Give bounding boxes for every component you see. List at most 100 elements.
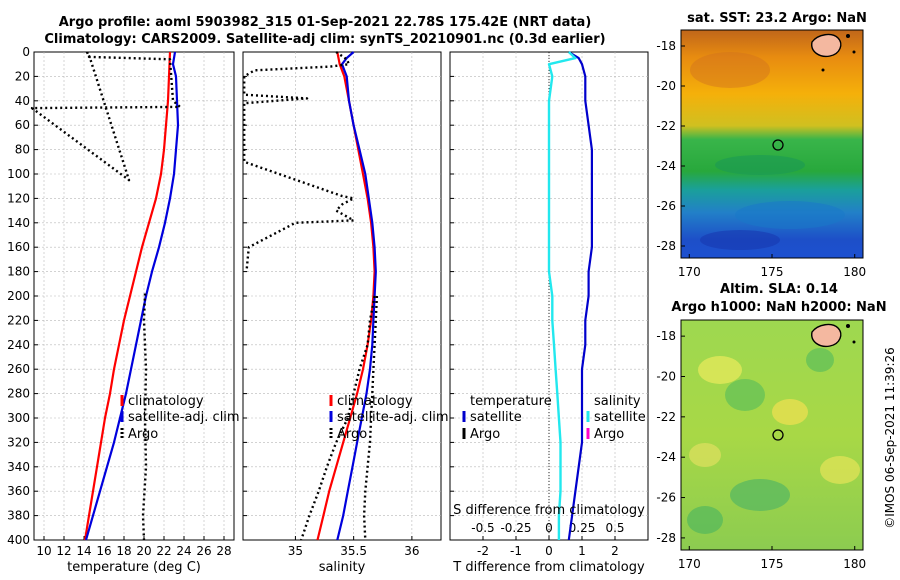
temperature-xtick-label: 20 bbox=[136, 544, 151, 558]
difference-xtick-label: -1 bbox=[510, 544, 522, 558]
sla-lat-label: -28 bbox=[656, 531, 676, 545]
argo-location-marker bbox=[772, 429, 784, 441]
temperature-xtick-label: 14 bbox=[76, 544, 91, 558]
sla-lon-label: 175 bbox=[761, 557, 784, 571]
depth-tick-label: 0 bbox=[22, 45, 30, 59]
depth-tick-label: 360 bbox=[7, 484, 30, 498]
temperature-legend: climatology satellite-adj. clim Argo bbox=[120, 394, 240, 442]
sst-lon-label: 180 bbox=[843, 265, 866, 279]
legend-salinity-header: salinity bbox=[594, 394, 641, 409]
temperature-xtick-label: 22 bbox=[156, 544, 171, 558]
difference-legend: temperature satellite Argo salinity sate… bbox=[462, 394, 646, 442]
legend-argo-label: Argo bbox=[337, 427, 367, 442]
timestamp-label: ©IMOS 06-Sep-2021 11:39:26 bbox=[883, 347, 897, 529]
sst-lat-label: -24 bbox=[656, 159, 676, 173]
temperature-xlabel: temperature (deg C) bbox=[67, 560, 201, 575]
sst-lat-label: -22 bbox=[656, 119, 676, 133]
legend-temp-satellite-label: satellite bbox=[470, 410, 522, 425]
depth-tick-label: 260 bbox=[7, 362, 30, 376]
depth-tick-label: 120 bbox=[7, 191, 30, 205]
depth-tick-label: 220 bbox=[7, 313, 30, 327]
sst-lon-label: 170 bbox=[678, 265, 701, 279]
depth-tick-label: 40 bbox=[15, 94, 30, 108]
sst-map-title: sat. SST: 23.2 Argo: NaN bbox=[687, 11, 867, 26]
island-dot bbox=[846, 324, 850, 328]
temperature-series-satellite-adj-clim bbox=[84, 51, 180, 541]
sla-lat-label: -26 bbox=[656, 491, 676, 505]
fiji-island bbox=[811, 323, 842, 348]
depth-tick-label: 60 bbox=[15, 118, 30, 132]
salinity-legend: climatology satellite-adj. clim Argo bbox=[329, 394, 449, 442]
tdiff-xlabel: T difference from climatology bbox=[452, 560, 645, 575]
island-dot bbox=[821, 68, 825, 72]
difference-xtick-label: 1 bbox=[578, 544, 586, 558]
depth-tick-label: 240 bbox=[7, 338, 30, 352]
temperature-series-climatology bbox=[83, 51, 172, 541]
depth-tick-label: 320 bbox=[7, 435, 30, 449]
legend-argo-label: Argo bbox=[128, 427, 158, 442]
depth-tick-label: 380 bbox=[7, 509, 30, 523]
sst-lat-label: -18 bbox=[656, 39, 676, 53]
sst-map bbox=[680, 29, 864, 259]
sdiff-tick-label: 0.5 bbox=[605, 521, 624, 535]
temperature-xtick-label: 12 bbox=[56, 544, 71, 558]
sla-map-title-1: Altim. SLA: 0.14 bbox=[720, 282, 838, 297]
difference-xtick-label: 0 bbox=[545, 544, 553, 558]
difference-xtick-label: -2 bbox=[477, 544, 489, 558]
argo-location-marker bbox=[772, 139, 784, 151]
sla-green-patch bbox=[687, 506, 723, 534]
legend-climatology-label: climatology bbox=[128, 394, 204, 409]
sst-lat-label: -26 bbox=[656, 199, 676, 213]
sla-lat-label: -18 bbox=[656, 329, 676, 343]
sst-warm-patch bbox=[690, 52, 770, 88]
sla-green-patch bbox=[725, 379, 765, 411]
depth-tick-label: 140 bbox=[7, 216, 30, 230]
depth-tick-label: 200 bbox=[7, 289, 30, 303]
sla-lat-label: -22 bbox=[656, 410, 676, 424]
depth-tick-label: 80 bbox=[15, 143, 30, 157]
sla-green-patch bbox=[730, 479, 790, 511]
sla-yellow-patch bbox=[772, 399, 808, 425]
island-dot bbox=[852, 50, 856, 54]
legend-temp-argo-label: Argo bbox=[470, 427, 500, 442]
sst-lon-label: 175 bbox=[761, 265, 784, 279]
depth-tick-label: 280 bbox=[7, 387, 30, 401]
sla-yellow-patch bbox=[689, 443, 721, 467]
salinity-series-satellite-adj-clim bbox=[336, 51, 377, 541]
temperature-xtick-label: 16 bbox=[96, 544, 111, 558]
depth-tick-label: 20 bbox=[15, 69, 30, 83]
fiji-island bbox=[811, 33, 842, 58]
salinity-xtick-label: 36 bbox=[404, 544, 419, 558]
sst-green-patch bbox=[715, 155, 805, 175]
figure-title-line2: Climatology: CARS2009. Satellite-adj cli… bbox=[44, 32, 606, 47]
depth-tick-label: 160 bbox=[7, 240, 30, 254]
sdiff-tick-label: -0.5 bbox=[471, 521, 494, 535]
legend-sal-argo-label: Argo bbox=[594, 427, 624, 442]
temperature-xtick-label: 26 bbox=[196, 544, 211, 558]
temperature-series-argo bbox=[30, 51, 182, 182]
temperature-xtick-label: 18 bbox=[116, 544, 131, 558]
sdiff-xlabel: S difference from climatology bbox=[453, 503, 645, 518]
sst-deep-blue-patch bbox=[700, 230, 780, 250]
salinity-series-argo-deep-2 bbox=[362, 295, 379, 541]
island-dot bbox=[846, 34, 850, 38]
legend-sal-satellite-label: satellite bbox=[594, 410, 646, 425]
temperature-xtick-label: 28 bbox=[216, 544, 231, 558]
figure-title-line1: Argo profile: aoml 5903982_315 01-Sep-20… bbox=[58, 15, 592, 30]
sla-lon-label: 170 bbox=[678, 557, 701, 571]
sla-lat-label: -20 bbox=[656, 369, 676, 383]
temperature-series-argo-deep bbox=[141, 293, 148, 541]
sst-blue-patch bbox=[735, 201, 845, 229]
temperature-xtick-label: 24 bbox=[176, 544, 191, 558]
difference-xtick-label: 2 bbox=[611, 544, 619, 558]
sdiff-tick-label: 0 bbox=[545, 521, 553, 535]
legend-climatology-label: climatology bbox=[337, 394, 413, 409]
salinity-xlabel: salinity bbox=[319, 560, 366, 575]
sla-green-patch bbox=[806, 348, 834, 372]
sla-lat-label: -24 bbox=[656, 450, 676, 464]
legend-satellite-label: satellite-adj. clim bbox=[337, 410, 449, 425]
depth-tick-label: 340 bbox=[7, 460, 30, 474]
sla-map-title-2: Argo h1000: NaN h2000: NaN bbox=[671, 300, 886, 315]
sla-yellow-patch bbox=[698, 356, 742, 384]
